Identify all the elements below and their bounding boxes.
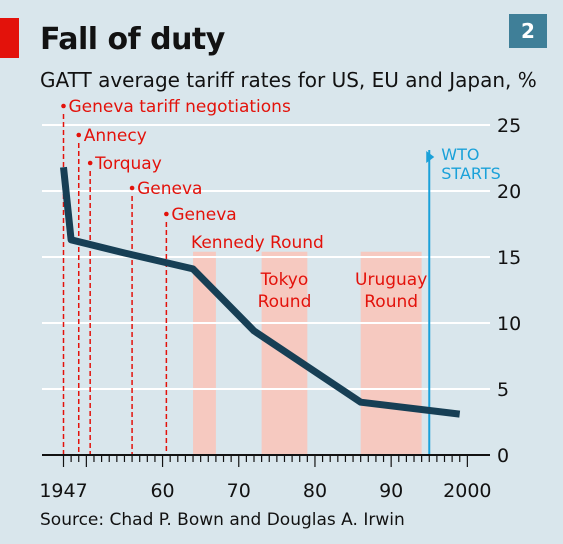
event-dot-4	[164, 211, 169, 217]
x-tick-label: 70	[227, 480, 251, 502]
x-tick-label: 90	[379, 480, 403, 502]
round-label: Kennedy Round	[191, 233, 324, 253]
event-dot-0	[61, 103, 66, 109]
series-line-layer	[60, 166, 461, 418]
chart-number-badge: 2	[509, 14, 547, 48]
chart-subtitle: GATT average tariff rates for US, EU and…	[40, 68, 537, 92]
wto-label: WTO	[441, 145, 479, 164]
event-dot-1	[76, 132, 82, 138]
round-shade-0	[193, 251, 216, 455]
x-tick-label: 60	[150, 480, 174, 502]
y-tick-label: 5	[497, 379, 509, 401]
wto-arrow-icon	[426, 151, 435, 163]
y-tick-label: 20	[497, 181, 521, 203]
event-dot-3	[129, 185, 135, 191]
x-tick-label: 80	[303, 480, 327, 502]
axis-layer: 0 5 10 15 20 25 1947 60 70 80 90 2000	[39, 115, 521, 502]
round-label: Round	[364, 292, 418, 312]
brand-red-tag	[0, 18, 19, 58]
event-label: Annecy	[84, 126, 147, 146]
y-tick-label: 25	[497, 115, 521, 137]
wto-label: STARTS	[441, 164, 501, 183]
x-tick-label: 1947	[39, 480, 87, 502]
source-note: Source: Chad P. Bown and Douglas A. Irwi…	[40, 510, 405, 530]
event-dot-2	[87, 160, 93, 166]
round-label: Uruguay	[355, 270, 427, 290]
event-label: Torquay	[94, 154, 162, 174]
gridlines-layer	[42, 124, 490, 390]
round-shading-layer	[193, 251, 422, 455]
round-label: Round	[258, 292, 312, 312]
round-label: Tokyo	[260, 270, 309, 290]
event-label: Geneva	[171, 205, 236, 225]
y-tick-label: 15	[497, 247, 521, 269]
x-tick-label: 2000	[443, 480, 491, 502]
chart-title: Fall of duty	[40, 22, 225, 57]
event-label: Geneva tariff negotiations	[69, 97, 291, 117]
y-tick-label: 10	[497, 313, 521, 335]
round-shade-2	[360, 251, 422, 455]
event-label: Geneva	[137, 179, 202, 199]
negotiation-events-layer: Kennedy RoundTokyoRoundUruguayRoundGenev…	[61, 97, 427, 455]
y-tick-label: 0	[497, 445, 509, 467]
